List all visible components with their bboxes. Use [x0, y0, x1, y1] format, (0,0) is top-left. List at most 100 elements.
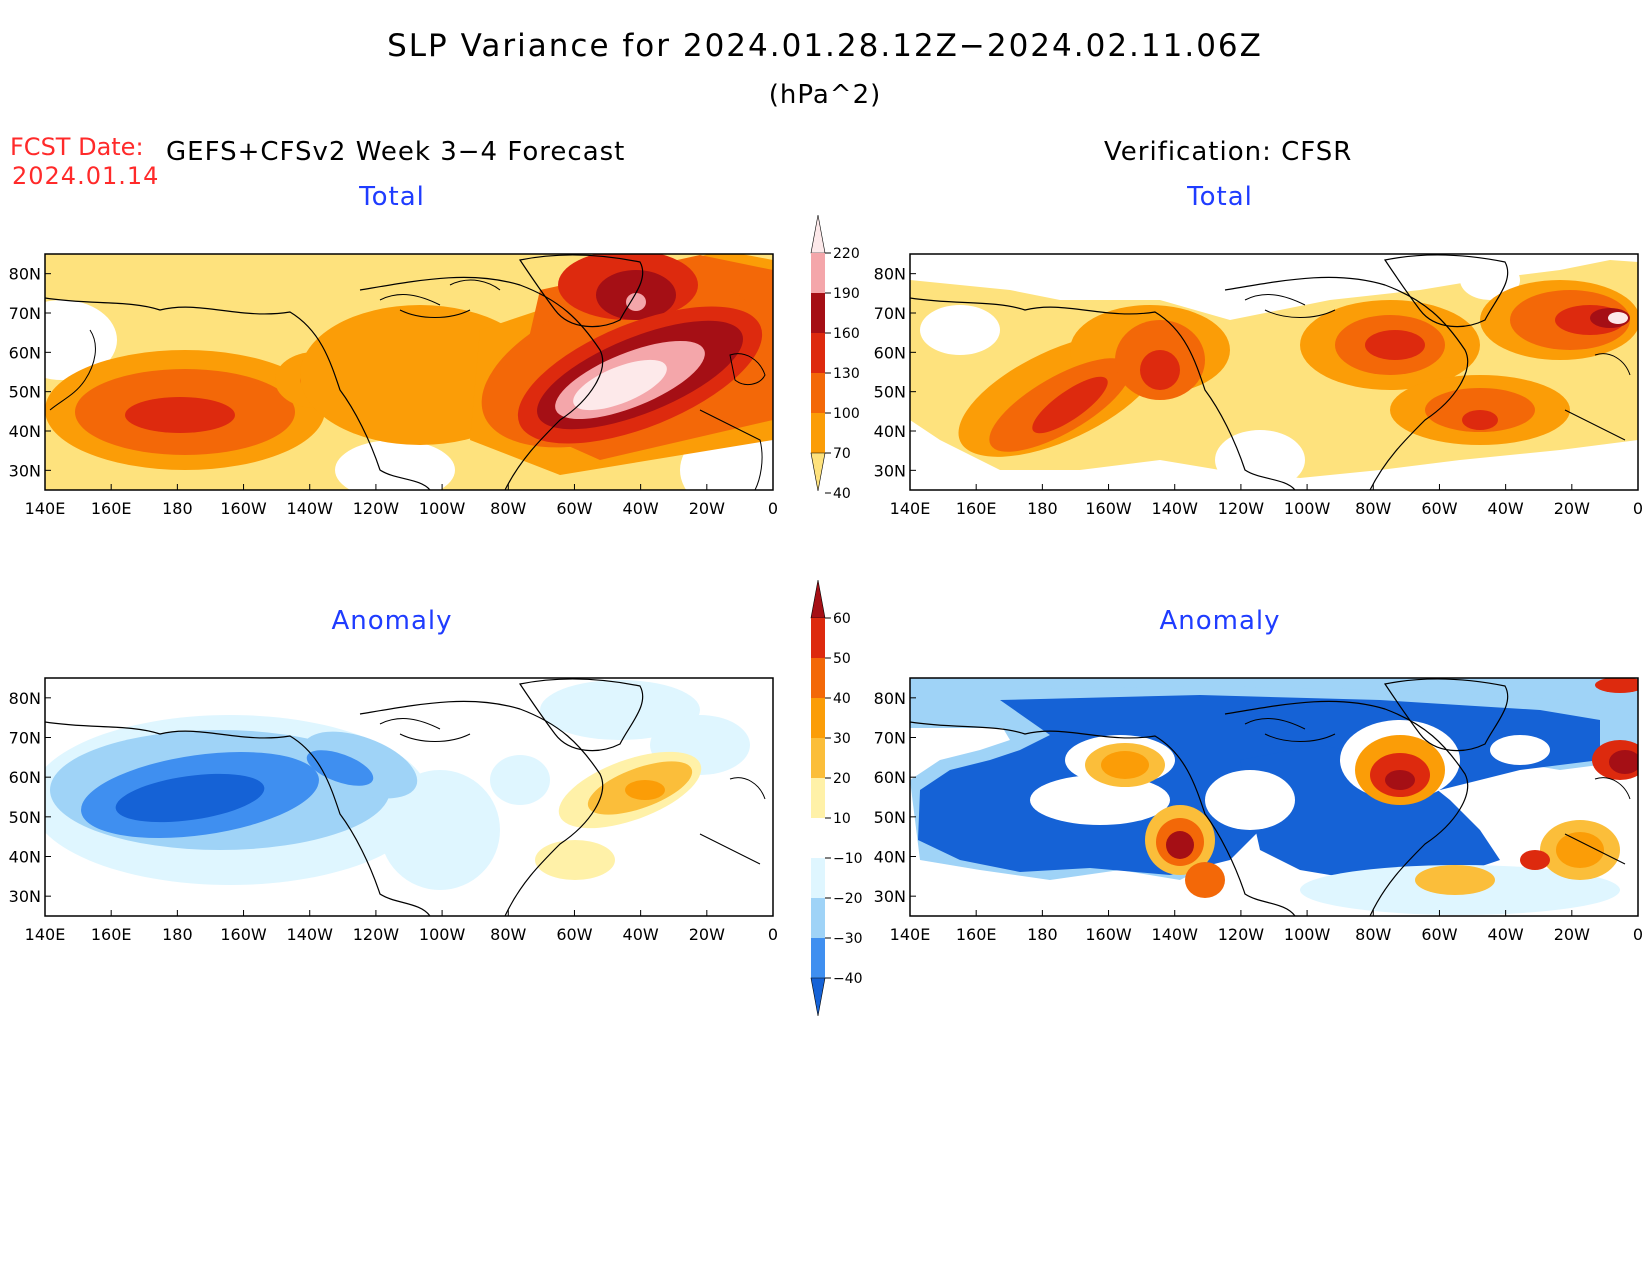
- lon-tick-label: 140W: [1152, 925, 1199, 944]
- lon-tick-label: 100W: [1284, 925, 1331, 944]
- map-anomaly-forecast: [44, 677, 774, 917]
- colorbar-total-label: 40: [833, 486, 851, 502]
- fcst-date-value: 2024.01.14: [12, 162, 160, 190]
- colorbar-anomaly-segment: [811, 658, 825, 698]
- colorbar-anomaly-segment: [811, 698, 825, 738]
- lon-tick-label: 180: [162, 499, 193, 518]
- colorbar-anomaly-segment: [811, 858, 825, 898]
- lat-tick-label: 80N: [9, 689, 41, 708]
- lon-tick-label: 140E: [890, 499, 931, 518]
- lon-tick-label: 80W: [490, 499, 526, 518]
- lat-tick-label: 70N: [874, 304, 906, 323]
- lat-tick-label: 60N: [9, 768, 41, 787]
- panel-title-anomaly-verification: Anomaly: [1159, 606, 1281, 636]
- lon-tick-label: 20W: [689, 925, 725, 944]
- lon-tick-label: 160E: [956, 925, 997, 944]
- lat-tick-label: 30N: [9, 461, 41, 480]
- map-frame: [909, 677, 1639, 917]
- lon-tick-label: 140E: [25, 925, 66, 944]
- lat-tick-label: 50N: [874, 808, 906, 827]
- lat-tick-label: 60N: [874, 343, 906, 362]
- colorbar-anomaly-top-arrow: [810, 579, 826, 619]
- lon-tick-label: 140E: [25, 499, 66, 518]
- map-total-forecast: [44, 253, 774, 491]
- lon-tick-label: 0: [1633, 499, 1643, 518]
- lon-tick-label: 120W: [353, 925, 400, 944]
- lon-tick-label: 140W: [287, 925, 334, 944]
- lat-tick-label: 60N: [9, 343, 41, 362]
- lon-tick-label: 180: [162, 925, 193, 944]
- colorbar-total-label: 130: [833, 366, 860, 382]
- colorbar-anomaly-label: −10: [833, 851, 863, 867]
- lat-tick-label: 40N: [874, 848, 906, 867]
- lon-tick-label: 60W: [1421, 925, 1457, 944]
- map-frame: [44, 677, 774, 917]
- lon-tick-label: 0: [1633, 925, 1643, 944]
- lon-tick-label: 160W: [1085, 925, 1132, 944]
- map-frame: [44, 253, 774, 491]
- colorbar-anomaly: 60 50 40 30 20 10 −10 −20 −30 −40: [810, 579, 863, 1017]
- lon-tick-label: 20W: [1554, 925, 1590, 944]
- lon-tick-label: 60W: [1421, 499, 1457, 518]
- lon-tick-label: 160E: [956, 499, 997, 518]
- lon-tick-label: 40W: [1488, 925, 1524, 944]
- lat-tick-label: 40N: [9, 422, 41, 441]
- colorbar-anomaly-label: 30: [833, 731, 851, 747]
- figure-units: (hPa^2): [768, 80, 882, 110]
- lon-tick-label: 160E: [91, 925, 132, 944]
- fcst-date-label: FCST Date:: [10, 133, 144, 161]
- lat-tick-label: 80N: [874, 265, 906, 284]
- lat-tick-label: 30N: [9, 887, 41, 906]
- lon-tick-label: 0: [768, 499, 778, 518]
- colorbar-total-segment: [811, 293, 825, 333]
- verification-heading: Verification: CFSR: [1104, 137, 1353, 167]
- map-anomaly-verification: [909, 677, 1639, 917]
- lat-tick-label: 30N: [874, 887, 906, 906]
- colorbar-total: 220 190 160 130 100 70 40: [810, 214, 860, 502]
- lon-tick-label: 140E: [890, 925, 931, 944]
- lat-tick-label: 80N: [9, 265, 41, 284]
- lon-tick-label: 140W: [287, 499, 334, 518]
- lon-tick-label: 60W: [556, 925, 592, 944]
- colorbar-total-segment: [811, 413, 825, 453]
- panel-title-total-forecast: Total: [359, 182, 425, 212]
- lon-tick-label: 40W: [623, 925, 659, 944]
- colorbar-anomaly-bottom-arrow: [810, 977, 826, 1017]
- colorbar-anomaly-label: 40: [833, 691, 851, 707]
- lat-tick-label: 50N: [9, 383, 41, 402]
- colorbar-anomaly-label: 60: [833, 611, 851, 627]
- map-total-verification: [909, 253, 1639, 491]
- colorbar-anomaly-label: 10: [833, 811, 851, 827]
- lon-tick-label: 40W: [623, 499, 659, 518]
- colorbar-anomaly-segment: [811, 818, 825, 858]
- lat-tick-label: 70N: [9, 304, 41, 323]
- colorbar-anomaly-label: −30: [833, 931, 863, 947]
- lon-tick-label: 140W: [1152, 499, 1199, 518]
- lon-tick-label: 80W: [490, 925, 526, 944]
- colorbar-anomaly-label: −20: [833, 891, 863, 907]
- colorbar-total-top-arrow: [810, 214, 826, 254]
- colorbar-anomaly-segment: [811, 618, 825, 658]
- colorbar-anomaly-label: −40: [833, 971, 863, 987]
- lon-tick-label: 80W: [1355, 499, 1391, 518]
- lon-tick-label: 120W: [353, 499, 400, 518]
- lon-tick-label: 100W: [1284, 499, 1331, 518]
- colorbar-anomaly-label: 20: [833, 771, 851, 787]
- lat-tick-label: 70N: [874, 729, 906, 748]
- lon-tick-label: 120W: [1218, 925, 1265, 944]
- lat-tick-label: 60N: [874, 768, 906, 787]
- lon-tick-label: 100W: [419, 499, 466, 518]
- colorbar-total-bottom-arrow: [810, 452, 826, 492]
- colorbar-total-label: 220: [833, 246, 860, 262]
- lon-tick-label: 0: [768, 925, 778, 944]
- colorbar-anomaly-segment: [811, 778, 825, 818]
- colorbar-total-segment: [811, 253, 825, 293]
- figure-title: SLP Variance for 2024.01.28.12Z−2024.02.…: [387, 28, 1263, 64]
- lon-tick-label: 180: [1027, 925, 1058, 944]
- forecast-heading: GEFS+CFSv2 Week 3−4 Forecast: [166, 137, 626, 167]
- lat-tick-label: 40N: [874, 422, 906, 441]
- colorbar-total-label: 160: [833, 326, 860, 342]
- colorbar-total-segment: [811, 373, 825, 413]
- colorbar-anomaly-segment: [811, 738, 825, 778]
